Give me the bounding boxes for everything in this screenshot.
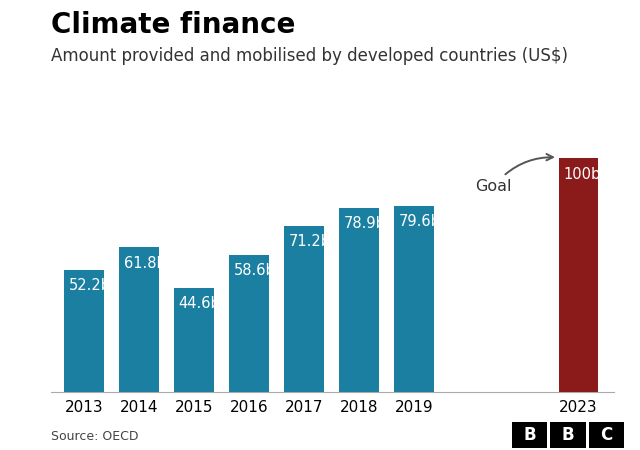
Text: Amount provided and mobilised by developed countries (US$): Amount provided and mobilised by develop… [51, 47, 568, 65]
Text: Goal: Goal [476, 154, 553, 194]
Text: 58.6bn: 58.6bn [234, 263, 285, 278]
Text: 78.9bn: 78.9bn [344, 216, 395, 231]
Bar [119, 248, 159, 392]
Text: Climate finance: Climate finance [51, 11, 296, 39]
Text: 61.8bn: 61.8bn [124, 256, 175, 270]
Text: 44.6bn: 44.6bn [179, 296, 230, 310]
Text: 79.6bn: 79.6bn [399, 214, 450, 229]
Text: C: C [600, 426, 612, 444]
Bar [229, 255, 269, 392]
Bar [174, 288, 214, 392]
Text: 100bn: 100bn [563, 166, 610, 182]
Bar [339, 207, 379, 392]
Text: B: B [562, 426, 574, 444]
Bar [284, 225, 324, 392]
Bar [65, 270, 104, 392]
Text: 71.2bn: 71.2bn [289, 234, 340, 249]
Bar [394, 206, 434, 392]
Text: Source: OECD: Source: OECD [51, 430, 139, 443]
Text: B: B [524, 426, 536, 444]
Text: 52.2bn: 52.2bn [68, 278, 120, 293]
Bar [559, 158, 598, 392]
